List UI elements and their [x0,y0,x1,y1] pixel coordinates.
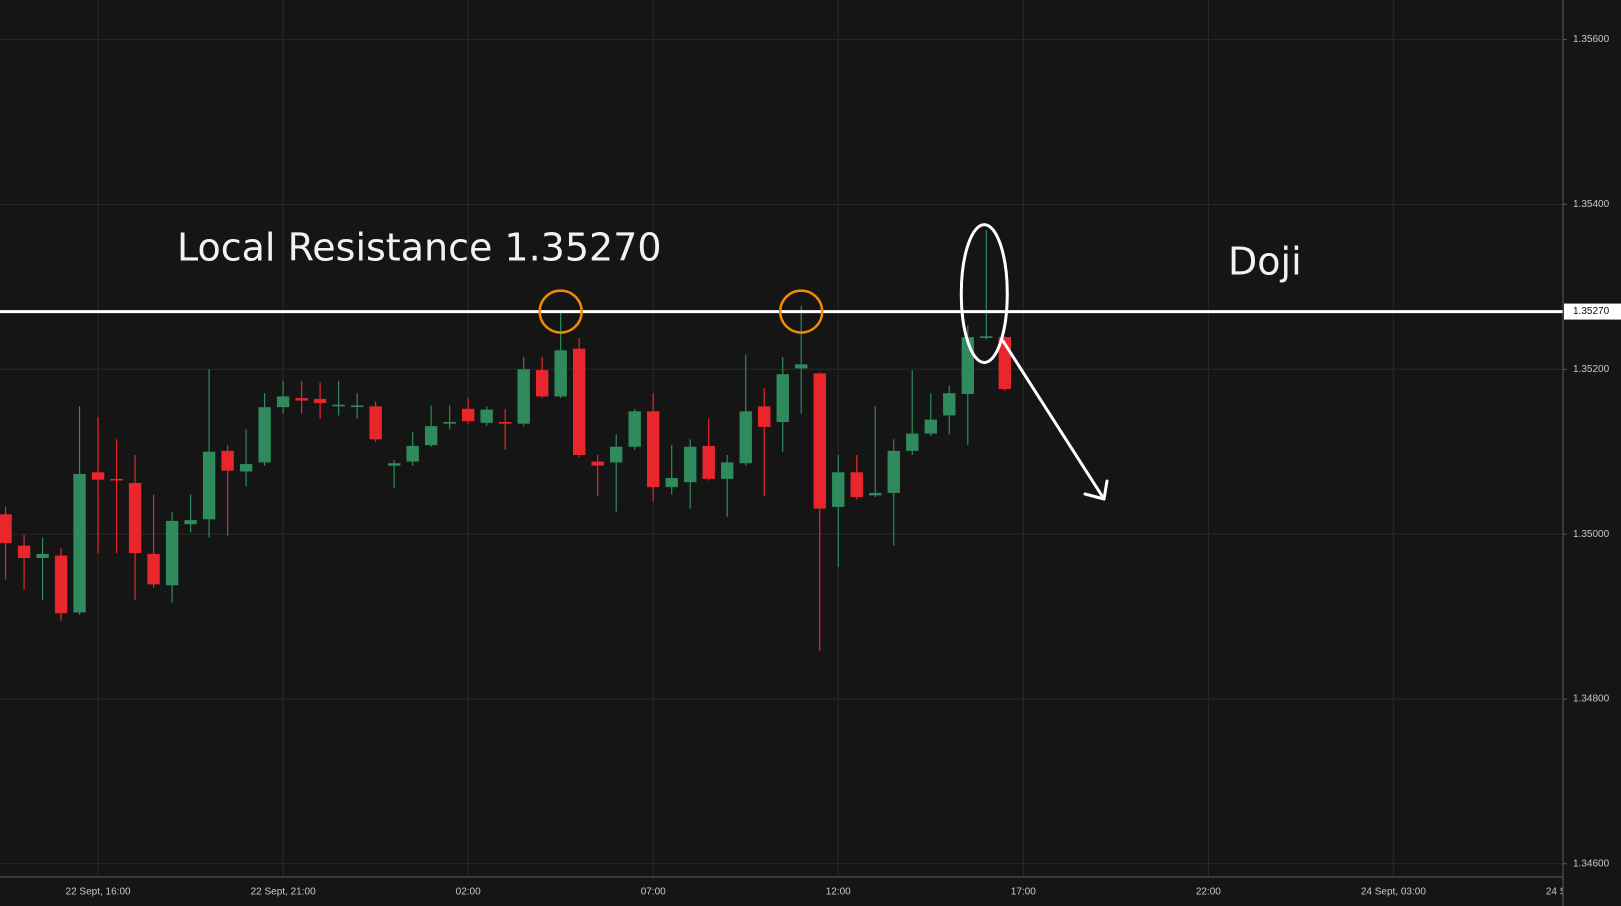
candle-body [128,483,142,554]
candle-body [943,393,956,416]
candle-body [461,408,475,422]
candle-body [165,520,179,586]
candle-body [721,462,734,479]
x-tick-label: 22:00 [1196,887,1221,898]
price-axis-panel [1563,0,1621,906]
candle-body [480,409,493,423]
candle-body [0,514,12,544]
x-tick-label: 24 Sept, 03:00 [1361,887,1426,898]
candle-body [628,411,641,447]
candle-body [572,348,586,455]
candle-body [887,450,900,493]
candle-body [980,336,993,338]
candle-body [684,446,697,483]
candle-body [424,426,438,446]
candle-body [850,472,863,498]
x-tick-label: 17:00 [1011,887,1036,898]
candle-body [665,478,678,488]
candle-body [554,350,567,397]
candle-body [387,463,401,466]
candle-body [591,461,604,466]
y-tick-label: 1.34600 [1573,858,1610,869]
candle-body [647,411,660,488]
y-tick-label: 1.35000 [1573,529,1610,540]
x-tick-label: 02:00 [456,887,481,898]
candle-body [758,406,771,427]
y-tick-label: 1.35400 [1573,199,1610,210]
candle-body [350,405,364,408]
candle-body [276,396,290,408]
candle-body [906,433,919,451]
candle-body [832,472,845,507]
candle-body [406,445,419,462]
x-tick-label: 07:00 [641,887,666,898]
candle-body [443,422,456,424]
resistance-price-label: 1.35270 [1573,306,1610,317]
candle-body [498,422,512,424]
x-tick-label: 22 Sept, 21:00 [251,887,316,898]
candle-body [147,553,160,585]
candle-body [795,364,808,369]
candle-body [54,555,68,614]
candle-body [258,407,271,463]
candle-body [776,374,789,423]
candle-body [184,520,197,525]
candle-body [332,404,345,407]
candle-body [609,446,623,463]
candle-body [517,369,530,424]
y-tick-label: 1.34800 [1573,694,1610,705]
x-tick-label: 12:00 [826,887,851,898]
x-tick-label: 22 Sept, 16:00 [66,887,131,898]
touch-highlight [778,289,824,334]
candle-body [36,553,49,559]
candle-body [535,370,549,397]
candle-body [739,411,752,464]
doji-highlight [959,223,1009,365]
candle-body [813,373,826,509]
candle-body [73,473,86,613]
candle-body [924,419,937,434]
candle-body [313,398,327,404]
candle-body [869,492,882,496]
candle-body [221,450,234,471]
arrow [1001,339,1109,501]
y-tick-label: 1.35200 [1573,364,1610,375]
candle-body [369,406,382,440]
candle-body [702,445,715,479]
y-tick-label: 1.35600 [1573,34,1610,45]
resistance-price-box [1564,303,1621,320]
touch-highlight [538,289,583,334]
candle-body [110,478,123,481]
candle-body [17,545,31,559]
doji-annotation: Doji [1228,240,1302,284]
candle-body [239,464,253,472]
candle-body [295,398,308,401]
candle-body [202,451,216,520]
resistance-annotation: Local Resistance 1.35270 [177,226,662,270]
candle-body [91,472,105,480]
